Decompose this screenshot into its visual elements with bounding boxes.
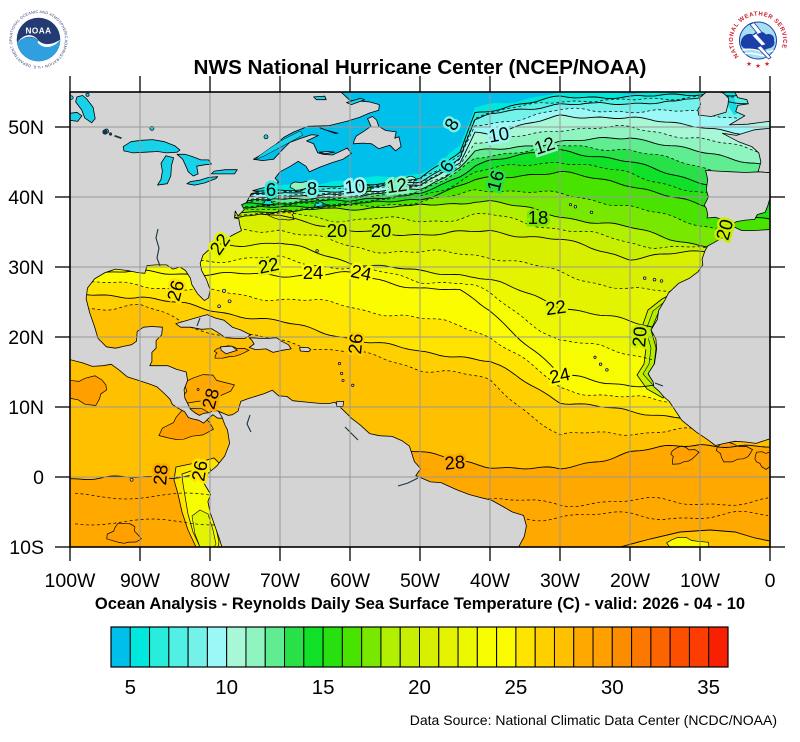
svg-text:30N: 30N (8, 257, 44, 279)
svg-text:10: 10 (215, 676, 238, 699)
svg-text:10: 10 (344, 175, 366, 198)
svg-text:★: ★ (746, 60, 752, 68)
svg-text:60W: 60W (330, 570, 371, 592)
svg-text:28: 28 (444, 451, 466, 474)
svg-text:50W: 50W (400, 570, 441, 592)
svg-text:28: 28 (149, 464, 172, 486)
svg-text:10: 10 (487, 122, 511, 146)
svg-text:100W: 100W (45, 570, 97, 592)
svg-text:90W: 90W (120, 570, 161, 592)
svg-text:10S: 10S (9, 537, 44, 559)
svg-text:80W: 80W (190, 570, 231, 592)
svg-text:22: 22 (256, 253, 280, 278)
svg-text:50N: 50N (8, 117, 44, 139)
svg-text:8: 8 (307, 178, 317, 199)
svg-text:10W: 10W (680, 570, 721, 592)
svg-text:15: 15 (312, 676, 335, 699)
svg-text:10N: 10N (8, 397, 44, 419)
svg-text:22: 22 (544, 296, 567, 320)
svg-text:Data Source: National Climatic: Data Source: National Climatic Data Cent… (410, 712, 777, 728)
svg-text:30W: 30W (540, 570, 581, 592)
svg-text:6: 6 (266, 179, 276, 200)
svg-text:20: 20 (628, 326, 651, 348)
svg-text:20: 20 (327, 220, 348, 241)
svg-text:24: 24 (303, 262, 324, 283)
svg-text:★: ★ (764, 60, 770, 68)
svg-text:26: 26 (187, 459, 211, 483)
svg-text:26: 26 (344, 333, 367, 355)
svg-text:24: 24 (547, 363, 571, 388)
svg-text:Ocean Analysis - Reynolds Dail: Ocean Analysis - Reynolds Daily Sea Surf… (95, 595, 745, 613)
svg-text:35: 35 (697, 676, 720, 699)
svg-text:24: 24 (349, 260, 373, 285)
svg-text:40N: 40N (8, 187, 44, 209)
svg-text:0: 0 (33, 467, 44, 489)
svg-text:20: 20 (408, 676, 431, 699)
svg-text:0: 0 (765, 570, 776, 592)
svg-text:25: 25 (504, 676, 527, 699)
svg-text:20N: 20N (8, 327, 44, 349)
svg-text:18: 18 (528, 207, 549, 228)
svg-text:5: 5 (125, 676, 136, 699)
svg-text:40W: 40W (470, 570, 511, 592)
svg-text:20: 20 (371, 220, 392, 241)
svg-text:30: 30 (601, 676, 624, 699)
svg-text:70W: 70W (260, 570, 301, 592)
svg-text:★: ★ (755, 62, 761, 70)
svg-text:NWS National Hurricane Center: NWS National Hurricane Center (NCEP/NOAA… (194, 56, 647, 79)
svg-text:NOAA: NOAA (25, 27, 51, 36)
svg-text:20W: 20W (610, 570, 651, 592)
svg-text:12: 12 (385, 174, 408, 198)
